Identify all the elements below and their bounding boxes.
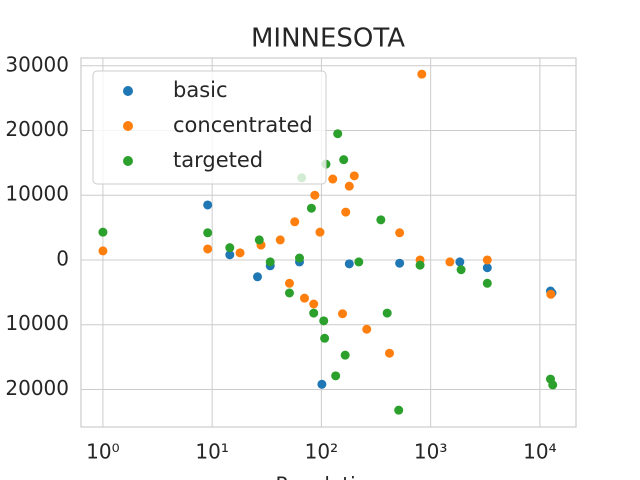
point: [482, 263, 492, 273]
point: [98, 246, 108, 256]
point: [306, 203, 316, 213]
legend-marker: [123, 156, 133, 166]
y-tick-label: 10000: [5, 311, 69, 335]
x-tick-label: 10²: [305, 440, 338, 464]
point: [98, 227, 108, 237]
point: [309, 299, 319, 309]
point: [309, 308, 319, 318]
x-tick-label: 10³: [414, 440, 447, 464]
point: [415, 260, 425, 270]
y-tick-label: 20000: [5, 117, 69, 141]
y-tick-label: 0: [56, 246, 69, 270]
point: [482, 255, 492, 265]
point: [339, 155, 349, 165]
x-axis-label: Population: [275, 473, 380, 480]
point: [548, 380, 558, 390]
point: [203, 244, 213, 254]
point: [299, 293, 309, 303]
point: [235, 248, 245, 258]
point: [354, 257, 364, 267]
legend-marker: [123, 86, 133, 96]
point: [338, 309, 348, 319]
point: [384, 348, 394, 358]
point: [445, 257, 455, 267]
point: [456, 265, 466, 275]
y-tick-label: 30000: [5, 52, 69, 76]
legend-box: [92, 70, 327, 185]
point: [482, 278, 492, 288]
point: [294, 253, 304, 263]
point: [225, 250, 235, 260]
plot-frame: [80, 57, 577, 428]
y-tick-label: 10000: [5, 182, 69, 206]
point: [317, 379, 327, 389]
point: [344, 181, 354, 191]
point: [395, 228, 405, 238]
point: [315, 227, 325, 237]
point: [344, 259, 354, 269]
point: [333, 129, 343, 139]
point: [341, 207, 351, 217]
legend-label: concentrated: [173, 113, 313, 137]
point: [203, 228, 213, 238]
x-tick-label: 10⁴: [523, 440, 556, 464]
chart-title: MINNESOTA: [251, 24, 405, 54]
legend-marker: [123, 121, 133, 131]
point: [395, 258, 405, 268]
point: [328, 174, 338, 184]
point: [265, 257, 275, 267]
point: [253, 272, 263, 282]
point: [225, 243, 235, 253]
legend-label: targeted: [173, 148, 263, 172]
point: [382, 308, 392, 318]
point: [203, 200, 213, 210]
x-tick-label: 10⁰: [86, 440, 119, 464]
x-tick-label: 10¹: [195, 440, 228, 464]
point: [290, 217, 300, 227]
point: [284, 278, 294, 288]
point: [455, 257, 465, 267]
point: [331, 371, 341, 381]
legend-label: basic: [173, 78, 228, 102]
point: [254, 235, 264, 245]
y-tick-label: 20000: [5, 376, 69, 400]
point: [275, 235, 285, 245]
point: [376, 215, 386, 225]
point: [546, 289, 556, 299]
point: [417, 69, 427, 79]
point: [362, 324, 372, 334]
point: [394, 405, 404, 415]
point: [349, 171, 359, 181]
point: [340, 350, 350, 360]
point: [319, 316, 329, 326]
point: [320, 333, 330, 343]
point: [284, 288, 294, 298]
point: [310, 190, 320, 200]
